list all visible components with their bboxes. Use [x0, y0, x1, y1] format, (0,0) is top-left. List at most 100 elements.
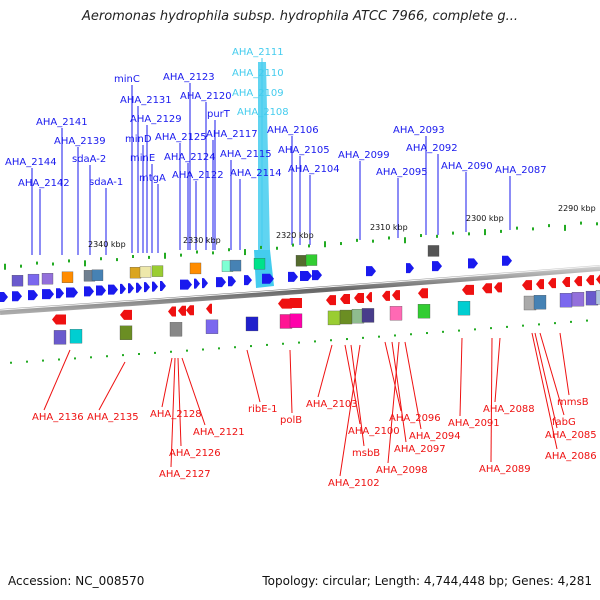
gene-label-aha-2129[interactable]: AHA_2129: [130, 114, 182, 125]
forward-gene-arrow[interactable]: [502, 255, 512, 266]
reverse-gene-arrow[interactable]: [494, 282, 502, 293]
reverse-gene-arrow[interactable]: [482, 283, 492, 294]
reverse-gene-arrow[interactable]: [120, 309, 132, 320]
reverse-gene-arrow[interactable]: [462, 284, 474, 295]
reverse-gene-arrow[interactable]: [418, 288, 428, 299]
forward-gene-arrow[interactable]: [406, 263, 414, 274]
gene-label-aha-2109[interactable]: AHA_2109: [232, 88, 284, 99]
forward-gene-arrow[interactable]: [468, 258, 478, 269]
forward-gene-arrow[interactable]: [108, 284, 118, 295]
forward-gene-arrow[interactable]: [228, 276, 236, 287]
gene-label-aha-2114[interactable]: AHA_2114: [230, 168, 282, 179]
forward-strand-genes[interactable]: [0, 255, 512, 302]
gene-label-aha-2117[interactable]: AHA_2117: [206, 129, 258, 140]
gene-label-mmsb[interactable]: mmsB: [557, 397, 589, 408]
reverse-gene-arrow[interactable]: [354, 293, 364, 304]
gene-label-aha-2103[interactable]: AHA_2103: [306, 399, 358, 410]
forward-gene-arrow[interactable]: [66, 287, 78, 298]
gene-label-aha-2125[interactable]: AHA_2125: [155, 132, 207, 143]
reverse-gene-arrow[interactable]: [392, 290, 400, 301]
gene-label-aha-2144[interactable]: AHA_2144: [5, 157, 57, 168]
gene-label-aha-2122[interactable]: AHA_2122: [172, 170, 224, 181]
forward-gene-arrow[interactable]: [432, 261, 442, 272]
gene-label-aha-2088[interactable]: AHA_2088: [483, 404, 535, 415]
gene-label-aha-2096[interactable]: AHA_2096: [389, 413, 441, 424]
reverse-gene-arrow[interactable]: [562, 277, 570, 288]
forward-gene-arrow[interactable]: [202, 278, 208, 289]
gene-label-aha-2127[interactable]: AHA_2127: [159, 469, 211, 480]
gene-label-aha-2126[interactable]: AHA_2126: [169, 448, 221, 459]
gene-label-mind[interactable]: minD: [125, 134, 152, 145]
gene-label-aha-2089[interactable]: AHA_2089: [479, 464, 531, 475]
reverse-gene-arrow[interactable]: [548, 278, 556, 289]
forward-gene-arrow[interactable]: [152, 281, 158, 292]
gene-label-aha-2102[interactable]: AHA_2102: [328, 478, 380, 489]
forward-gene-arrow[interactable]: [300, 271, 312, 281]
gene-label-aha-2123[interactable]: AHA_2123: [163, 72, 215, 83]
forward-gene-arrow[interactable]: [262, 273, 274, 284]
gene-label-aha-2141[interactable]: AHA_2141: [36, 117, 88, 128]
forward-gene-arrow[interactable]: [56, 288, 64, 299]
reverse-gene-arrow[interactable]: [52, 314, 66, 325]
forward-gene-arrow[interactable]: [216, 277, 226, 288]
gene-label-aha-2115[interactable]: AHA_2115: [220, 149, 272, 160]
gene-label-aha-2111[interactable]: AHA_2111: [232, 47, 284, 58]
gene-label-aha-2092[interactable]: AHA_2092: [406, 143, 458, 154]
reverse-gene-arrow[interactable]: [536, 279, 544, 290]
gene-label-aha-2093[interactable]: AHA_2093: [393, 125, 445, 136]
gene-label-aha-2106[interactable]: AHA_2106: [267, 125, 319, 136]
forward-gene-arrow[interactable]: [96, 285, 106, 296]
highlight-band[interactable]: [258, 62, 270, 250]
forward-gene-arrow[interactable]: [128, 283, 134, 294]
forward-gene-arrow[interactable]: [366, 266, 376, 277]
gene-label-sdaa-1[interactable]: sdaA-1: [89, 177, 123, 188]
gene-label-aha-2120[interactable]: AHA_2120: [180, 91, 232, 102]
gene-label-fabg[interactable]: fabG: [552, 417, 576, 428]
gene-label-sdaa-2[interactable]: sdaA-2: [72, 154, 106, 165]
gene-label-aha-2121[interactable]: AHA_2121: [193, 427, 245, 438]
forward-gene-arrow[interactable]: [288, 271, 298, 282]
gene-label-aha-2136[interactable]: AHA_2136: [32, 412, 84, 423]
reverse-gene-arrow[interactable]: [186, 305, 194, 316]
gene-label-msbb[interactable]: msbB: [352, 448, 380, 459]
gene-label-aha-2105[interactable]: AHA_2105: [278, 145, 330, 156]
reverse-gene-arrow[interactable]: [206, 303, 212, 314]
reverse-gene-arrow[interactable]: [596, 274, 600, 285]
forward-gene-arrow[interactable]: [194, 278, 200, 289]
gene-label-polb[interactable]: polB: [280, 415, 302, 426]
gene-label-mtga[interactable]: mtgA: [139, 173, 166, 184]
gene-label-aha-2135[interactable]: AHA_2135: [87, 412, 139, 423]
gene-label-aha-2131[interactable]: AHA_2131: [120, 95, 172, 106]
reverse-gene-arrow[interactable]: [340, 294, 350, 305]
reverse-gene-arrow[interactable]: [366, 292, 372, 303]
reverse-gene-arrow[interactable]: [574, 276, 582, 287]
forward-gene-arrow[interactable]: [42, 289, 54, 300]
gene-label-aha-2099[interactable]: AHA_2099: [338, 150, 390, 161]
forward-gene-arrow[interactable]: [28, 290, 38, 301]
forward-gene-arrow[interactable]: [244, 275, 252, 286]
gene-label-aha-2104[interactable]: AHA_2104: [288, 164, 340, 175]
gene-label-minc[interactable]: minC: [114, 74, 140, 85]
forward-gene-arrow[interactable]: [120, 283, 126, 294]
forward-gene-arrow[interactable]: [12, 291, 22, 302]
gene-label-ribe-1[interactable]: ribE-1: [248, 404, 278, 415]
reverse-gene-arrow[interactable]: [382, 290, 390, 301]
gene-label-aha-2100[interactable]: AHA_2100: [348, 426, 400, 437]
forward-gene-arrow[interactable]: [312, 270, 322, 281]
forward-gene-arrow[interactable]: [136, 282, 142, 293]
forward-gene-arrow[interactable]: [180, 279, 192, 290]
gene-label-purt[interactable]: purT: [207, 109, 231, 120]
forward-gene-arrow[interactable]: [160, 281, 166, 292]
gene-label-aha-2094[interactable]: AHA_2094: [409, 431, 461, 442]
gene-label-aha-2108[interactable]: AHA_2108: [237, 107, 289, 118]
gene-label-aha-2087[interactable]: AHA_2087: [495, 165, 547, 176]
gene-label-aha-2097[interactable]: AHA_2097: [394, 444, 446, 455]
forward-gene-arrow[interactable]: [0, 292, 8, 302]
gene-label-aha-2124[interactable]: AHA_2124: [164, 152, 216, 163]
gene-label-aha-2098[interactable]: AHA_2098: [376, 465, 428, 476]
reverse-gene-arrow[interactable]: [178, 305, 186, 316]
gene-label-aha-2110[interactable]: AHA_2110: [232, 68, 284, 79]
reverse-gene-arrow[interactable]: [286, 298, 302, 309]
gene-label-aha-2139[interactable]: AHA_2139: [54, 136, 106, 147]
